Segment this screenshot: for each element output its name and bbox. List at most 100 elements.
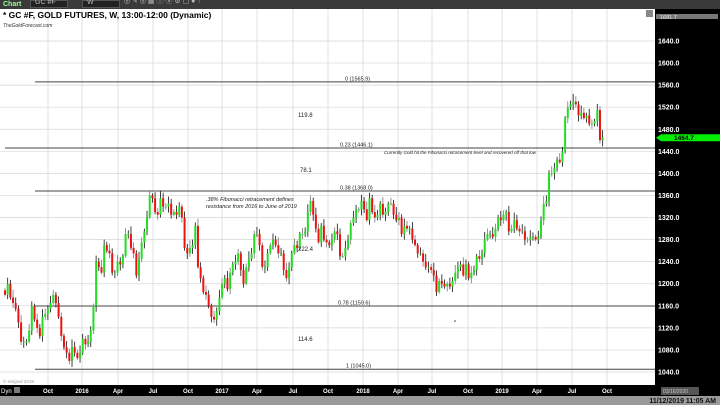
candle-body <box>62 336 65 348</box>
candle-body <box>79 352 82 359</box>
candle-body <box>408 228 411 230</box>
chart-title: * GC #F, GOLD FUTURES, W, 13:00-12:00 (D… <box>3 10 211 20</box>
candle-body <box>140 242 143 259</box>
candle-body <box>186 247 189 254</box>
candle-body <box>175 212 178 215</box>
time-tick-label: Jul <box>289 389 298 395</box>
candle-body <box>448 283 451 287</box>
candle-body <box>574 101 577 105</box>
candle-body <box>245 267 248 284</box>
candle-body <box>306 212 309 232</box>
candle-body <box>384 212 387 215</box>
candle-body <box>347 239 350 248</box>
toolbar-icons[interactable]: ◎ ✎ ◎ ▦ ⓘ ⓐ ⚙ ▢ ● ↑ <box>124 0 201 5</box>
candle-body <box>414 239 417 246</box>
candle-body <box>44 314 47 317</box>
time-tick-label: Apr <box>393 389 404 395</box>
candle-body <box>550 173 553 175</box>
candle-body <box>566 107 569 119</box>
candle-body <box>411 228 414 240</box>
candle-body <box>478 256 481 259</box>
candle-body <box>301 234 304 236</box>
candle-body <box>577 104 580 116</box>
fib-level-label: 0.78 (1159.6) <box>338 301 370 307</box>
candle-body <box>515 220 518 229</box>
candle-body <box>561 151 564 163</box>
candle-body <box>129 234 132 248</box>
candle-body <box>312 200 315 215</box>
candle-body <box>6 283 9 295</box>
price-tick-label: 1520.0 <box>658 105 680 112</box>
candle-body <box>314 214 317 229</box>
price-axis[interactable] <box>655 9 720 396</box>
candle-body <box>288 267 291 279</box>
candle-body <box>215 311 218 320</box>
candle-body <box>290 253 293 268</box>
candle-body <box>234 261 237 265</box>
candle-body <box>57 303 60 317</box>
candle-body <box>451 280 454 287</box>
price-tick-label: 1200.0 <box>658 281 680 288</box>
candle-body <box>180 206 183 218</box>
candle-body <box>424 261 427 268</box>
axis-top-box <box>656 14 718 19</box>
candle-body <box>116 261 119 273</box>
candle-body <box>598 109 601 141</box>
price-axis-ticks: 1640.0 1600.0 1560.0 1520.0 1480.0 1440.0 1400… <box>658 38 680 376</box>
candle-body <box>432 269 435 276</box>
calendar-icon[interactable] <box>14 387 20 393</box>
candle-body <box>146 217 149 232</box>
candle-body <box>68 352 71 361</box>
candle-body <box>548 173 551 201</box>
candle-body <box>569 104 572 108</box>
candle-body <box>397 217 400 221</box>
watermark: TheGoldForecast.com <box>3 23 52 29</box>
candle-body <box>46 308 49 315</box>
candle-body <box>363 200 366 210</box>
candle-body <box>341 256 344 258</box>
toolbar: Chart GC #F W ◎ ✎ ◎ ▦ ⓘ ⓐ ⚙ ▢ ● ↑ <box>0 0 720 9</box>
candle-body <box>143 231 146 243</box>
candle-body <box>531 236 534 238</box>
symbol-value: GC #F <box>35 0 56 6</box>
plot-area <box>0 9 655 385</box>
candle-body <box>507 212 510 232</box>
candle-body <box>196 225 199 268</box>
candle-body <box>556 159 559 168</box>
annotation-text: Currently Gold hit the Fibonacci retrace… <box>384 150 537 155</box>
time-tick-label: Oct <box>43 389 53 395</box>
candle-body <box>266 253 269 268</box>
candle-body <box>486 234 489 240</box>
candle-body <box>440 280 443 284</box>
candle-body <box>164 206 167 208</box>
restore-icon[interactable] <box>646 10 653 17</box>
candle-body <box>446 283 449 287</box>
candle-body <box>28 330 31 342</box>
last-price-tag <box>656 134 720 142</box>
candle-body <box>108 250 111 254</box>
time-axis[interactable] <box>0 385 655 396</box>
candle-body <box>309 200 312 213</box>
candle-body <box>210 305 213 317</box>
symbol-dropdown[interactable]: GC #F <box>30 0 68 8</box>
interval-value: W <box>87 0 94 6</box>
candle-body <box>22 341 25 343</box>
axis-end-date-box <box>661 387 699 395</box>
interval-dropdown[interactable]: W <box>82 0 120 8</box>
candle-body <box>601 137 604 141</box>
candles <box>4 93 604 368</box>
candle-body <box>491 234 494 237</box>
candle-body <box>542 203 545 221</box>
time-tick-label: 2016 <box>75 389 89 395</box>
candle-body <box>365 209 368 221</box>
candle-body <box>483 239 486 254</box>
candle-body <box>92 305 95 331</box>
candle-body <box>403 225 406 235</box>
candle-body <box>213 316 216 320</box>
measure-label: 222.4 <box>298 247 314 253</box>
candle-body <box>349 223 352 240</box>
candle-body <box>124 234 127 257</box>
candle-body <box>33 305 36 320</box>
candle-body <box>596 109 599 121</box>
